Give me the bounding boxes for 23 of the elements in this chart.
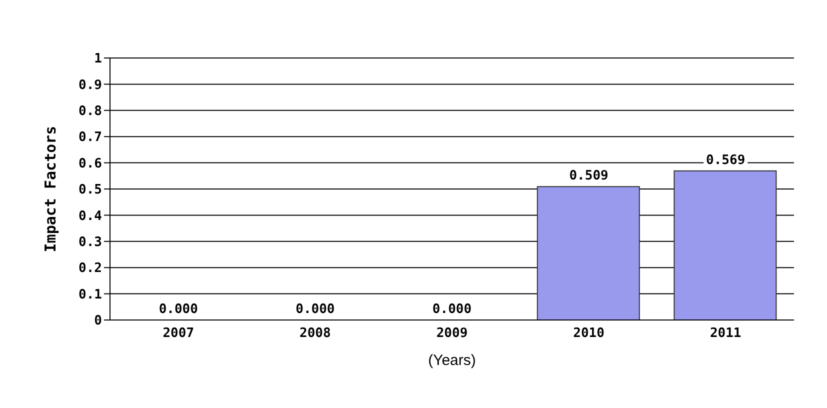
y-tick-label: 0.6: [78, 156, 102, 172]
data-label: 0.000: [432, 302, 472, 317]
y-tick-label: 0.4: [78, 208, 102, 224]
data-label: 0.000: [158, 302, 198, 317]
data-label: 0.569: [706, 152, 746, 168]
x-tick-label: 2010: [573, 326, 605, 342]
y-tick-label: 0.7: [78, 130, 102, 146]
y-tick-label: 0: [94, 314, 102, 329]
y-tick-label: 0.1: [78, 287, 102, 302]
y-tick-label: 0.2: [78, 261, 102, 276]
y-tick-label: 1: [94, 52, 102, 67]
y-tick-label: 0.5: [78, 182, 102, 198]
x-tick-label: 2011: [710, 326, 742, 342]
y-tick-label: 0.9: [78, 78, 102, 93]
data-label: 0.509: [569, 168, 608, 184]
data-label: 0.000: [296, 302, 335, 317]
x-tick-label: 2008: [300, 326, 332, 342]
y-tick-label: 0.3: [78, 235, 102, 250]
x-tick-label: 2009: [436, 326, 468, 342]
x-axis-title: (Years): [428, 352, 476, 369]
y-tick-label: 0.8: [78, 104, 102, 120]
x-tick-label: 2007: [162, 326, 194, 342]
y-axis-title: Impact Factors: [41, 126, 60, 252]
